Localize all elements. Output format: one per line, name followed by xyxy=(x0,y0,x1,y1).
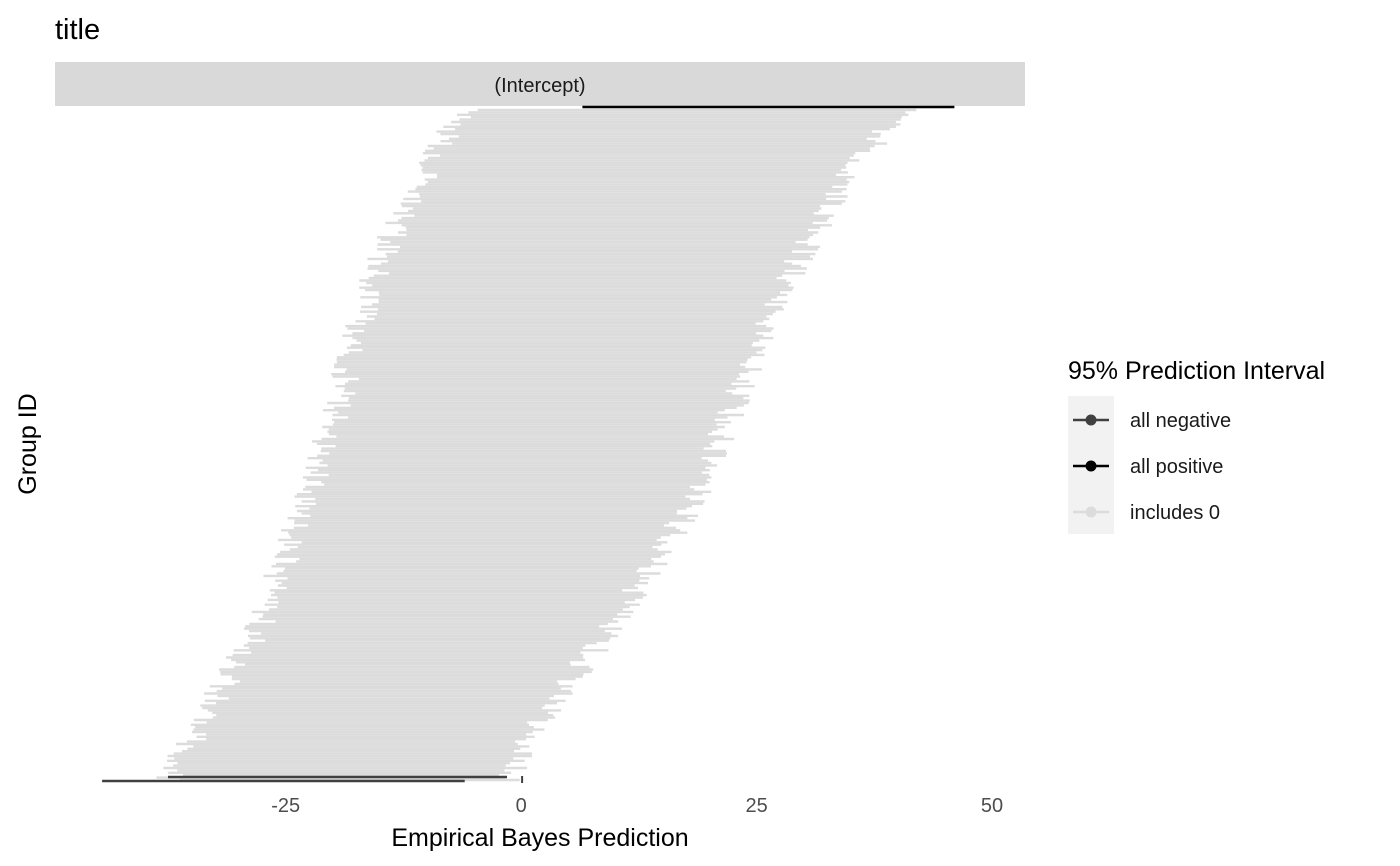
x-tick-label-4: 50 xyxy=(981,795,1003,817)
x-axis-title: Empirical Bayes Prediction xyxy=(391,824,688,852)
legend-label-includes-0: includes 0 xyxy=(1130,502,1220,524)
highlighted-intervals xyxy=(102,105,955,783)
legend-label-all-positive: all positive xyxy=(1130,456,1223,478)
x-tick-label-2: 0 xyxy=(516,795,527,817)
legend-label-all-negative: all negative xyxy=(1130,410,1231,432)
interval-series xyxy=(156,108,917,782)
x-axis: -25 0 25 50 xyxy=(271,795,1003,817)
y-axis-title: Group ID xyxy=(14,393,42,494)
x-tick-label-3: 25 xyxy=(745,795,767,817)
legend: 95% Prediction Interval all negative all… xyxy=(1068,357,1325,534)
facet-strip xyxy=(55,62,1025,106)
chart-title: title xyxy=(55,14,100,46)
legend-key-all-negative-point xyxy=(1085,414,1097,426)
legend-key-all-positive-point xyxy=(1085,460,1097,472)
legend-title: 95% Prediction Interval xyxy=(1068,357,1325,385)
legend-key-includes-0-point xyxy=(1085,506,1097,518)
facet-label: (Intercept) xyxy=(494,75,585,97)
x-tick-label-1: -25 xyxy=(271,795,300,817)
